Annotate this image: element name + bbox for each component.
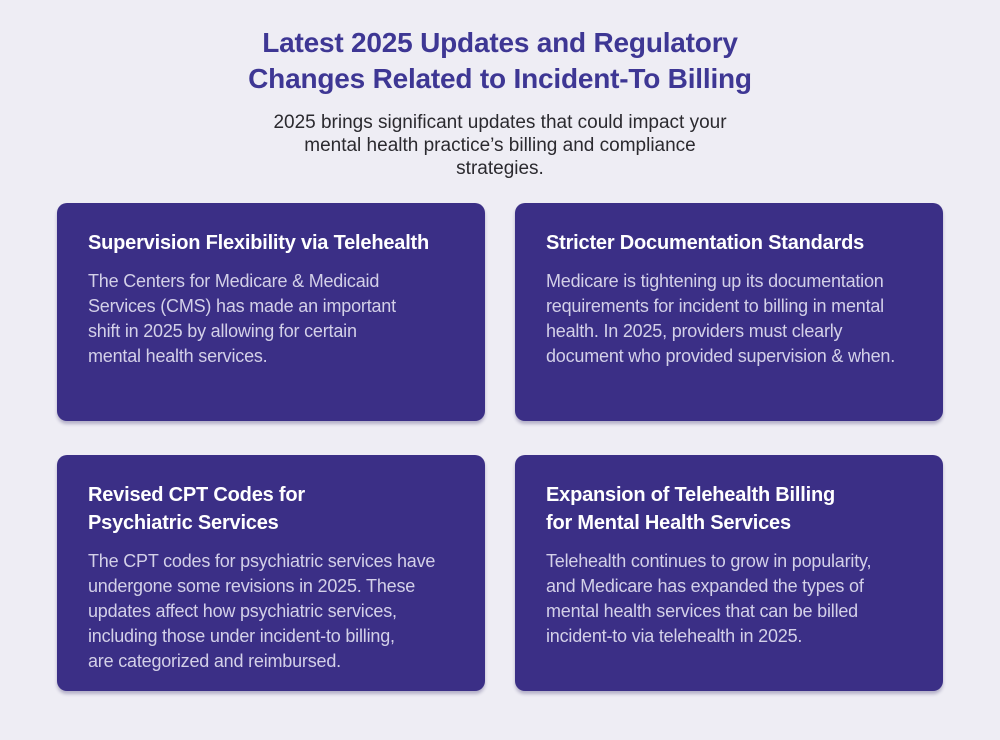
card-body: The CPT codes for psychiatric services h… bbox=[88, 551, 436, 671]
page-title: Latest 2025 Updates and Regulatory Chang… bbox=[248, 27, 752, 94]
card-supervision-flexibility: Supervision Flexibility via Telehealth T… bbox=[57, 203, 485, 421]
card-body: Medicare is tightening up its documentat… bbox=[546, 271, 896, 366]
card-documentation-standards: Stricter Documentation Standards Medicar… bbox=[515, 203, 943, 421]
card-heading: Revised CPT Codes for Psychiatric Servic… bbox=[88, 484, 305, 534]
card-heading: Stricter Documentation Standards bbox=[546, 232, 865, 254]
card-heading: Expansion of Telehealth Billing for Ment… bbox=[546, 484, 836, 534]
cards-grid: Supervision Flexibility via Telehealth T… bbox=[57, 203, 943, 691]
card-body: The Centers for Medicare & Medicaid Serv… bbox=[88, 271, 396, 366]
card-revised-cpt-codes: Revised CPT Codes for Psychiatric Servic… bbox=[57, 455, 485, 691]
header: Latest 2025 Updates and Regulatory Chang… bbox=[0, 0, 1000, 180]
card-heading: Supervision Flexibility via Telehealth bbox=[88, 232, 430, 254]
card-telehealth-expansion: Expansion of Telehealth Billing for Ment… bbox=[515, 455, 943, 691]
page-subtitle: 2025 brings significant updates that cou… bbox=[273, 112, 727, 179]
card-body: Telehealth continues to grow in populari… bbox=[546, 551, 872, 646]
